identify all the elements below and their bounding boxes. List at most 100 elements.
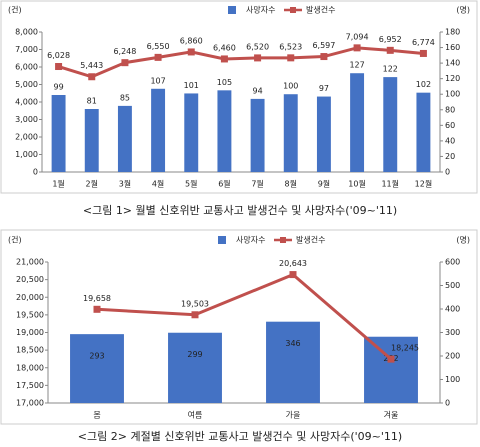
marker <box>121 59 129 67</box>
line-label: 18,245 <box>391 344 419 353</box>
y-tick-label: 0 <box>33 168 38 177</box>
bar-label: 107 <box>150 76 165 85</box>
bar-label: 105 <box>217 78 232 87</box>
line-label: 7,094 <box>346 32 369 41</box>
marker <box>220 55 228 63</box>
line-label: 6,248 <box>113 47 136 56</box>
marker <box>419 49 427 57</box>
x-tick-label: 5월 <box>185 179 197 189</box>
marker <box>320 53 328 61</box>
x-tick-label: 8월 <box>285 179 297 189</box>
y-tick-label: 19,500 <box>16 310 44 319</box>
x-tick-label: 여름 <box>188 410 203 420</box>
chart-frame <box>0 0 478 194</box>
line-label: 5,443 <box>80 61 103 70</box>
y-tick-label: 5,000 <box>15 80 38 89</box>
x-tick-label: 9월 <box>318 179 330 189</box>
marker <box>289 271 297 279</box>
marker <box>386 46 394 54</box>
bar-label: 94 <box>252 86 262 95</box>
legend-label: 발생건수 <box>306 5 335 15</box>
x-tick-label: 3월 <box>119 179 131 189</box>
bar <box>383 77 398 172</box>
y-tick-label: 8,000 <box>15 28 38 37</box>
marker <box>55 63 63 71</box>
bar <box>350 73 365 172</box>
line-label: 20,643 <box>279 259 307 268</box>
y2-unit: (명) <box>456 5 470 15</box>
bar <box>316 96 331 172</box>
bar-label: 81 <box>87 97 97 106</box>
bar-label: 99 <box>53 83 63 92</box>
bar <box>364 336 418 403</box>
line-label: 6,952 <box>379 35 402 44</box>
legend-swatch <box>290 7 296 13</box>
bar <box>117 105 132 172</box>
legend-label: 사망자수 <box>246 5 275 15</box>
bar <box>416 92 431 172</box>
y2-tick-label: 100 <box>445 375 460 384</box>
bar-label: 293 <box>89 352 104 361</box>
bar-label: 102 <box>416 80 431 89</box>
y2-tick-label: 600 <box>445 258 460 267</box>
bar <box>168 332 222 403</box>
y-tick-label: 18,000 <box>16 363 44 372</box>
marker <box>88 73 96 81</box>
bar <box>250 98 265 172</box>
y2-tick-label: 180 <box>445 28 460 37</box>
y-tick-label: 7,000 <box>15 45 38 54</box>
bar-label: 100 <box>283 82 298 91</box>
legend-label: 발생건수 <box>296 235 325 245</box>
caption: <그림 2> 계절별 신호위반 교통사고 발생건수 및 사망자수('09~'11… <box>78 430 402 443</box>
line-label: 6,774 <box>412 38 435 47</box>
y2-tick-label: 40 <box>445 136 455 145</box>
bar-label: 101 <box>184 81 199 90</box>
y-tick-label: 19,000 <box>16 328 44 337</box>
bar <box>51 95 66 172</box>
x-tick-label: 10월 <box>348 179 366 189</box>
line-label: 6,460 <box>213 43 236 52</box>
x-tick-label: 겨울 <box>384 411 399 420</box>
y-tick-label: 20,500 <box>16 275 44 284</box>
marker <box>154 53 162 61</box>
line <box>96 272 392 361</box>
chart-frame <box>0 229 478 425</box>
y2-tick-label: 160 <box>445 43 460 52</box>
x-tick-label: 11월 <box>381 179 399 189</box>
y-tick-label: 21,000 <box>16 258 44 267</box>
y2-tick-label: 20 <box>445 152 455 161</box>
x-tick-label: 1월 <box>52 179 64 189</box>
bar-label: 85 <box>120 93 130 102</box>
y2-tick-label: 120 <box>445 74 460 83</box>
marker <box>254 54 262 62</box>
bar <box>70 334 124 403</box>
bar <box>84 109 99 172</box>
x-tick-label: 12월 <box>415 179 433 189</box>
bar <box>266 321 320 403</box>
marker <box>187 48 195 56</box>
y2-tick-label: 0 <box>445 168 450 177</box>
y2-tick-label: 0 <box>445 399 450 408</box>
bar-label: 299 <box>187 350 202 359</box>
x-tick-label: 4월 <box>152 179 164 189</box>
bar <box>283 94 298 172</box>
bar-label: 122 <box>383 65 398 74</box>
line-label: 6,860 <box>180 36 203 45</box>
bar <box>184 93 199 172</box>
y2-tick-label: 200 <box>445 352 460 361</box>
line-label: 6,597 <box>312 41 335 50</box>
y-tick-label: 20,000 <box>16 293 44 302</box>
x-tick-label: 가을 <box>286 411 301 420</box>
bar <box>217 90 232 172</box>
y-tick-label: 17,000 <box>16 399 44 408</box>
y-tick-label: 17,500 <box>16 381 44 390</box>
caption: <그림 1> 월별 신호위반 교통사고 발생건수 및 사망자수('09~'11) <box>83 204 397 217</box>
y2-tick-label: 400 <box>445 305 460 314</box>
y-unit: (건) <box>8 5 22 15</box>
line <box>58 46 424 79</box>
y2-tick-label: 100 <box>445 90 460 99</box>
y2-tick-label: 300 <box>445 328 460 337</box>
legend-swatch <box>218 236 226 244</box>
marker <box>387 355 395 363</box>
